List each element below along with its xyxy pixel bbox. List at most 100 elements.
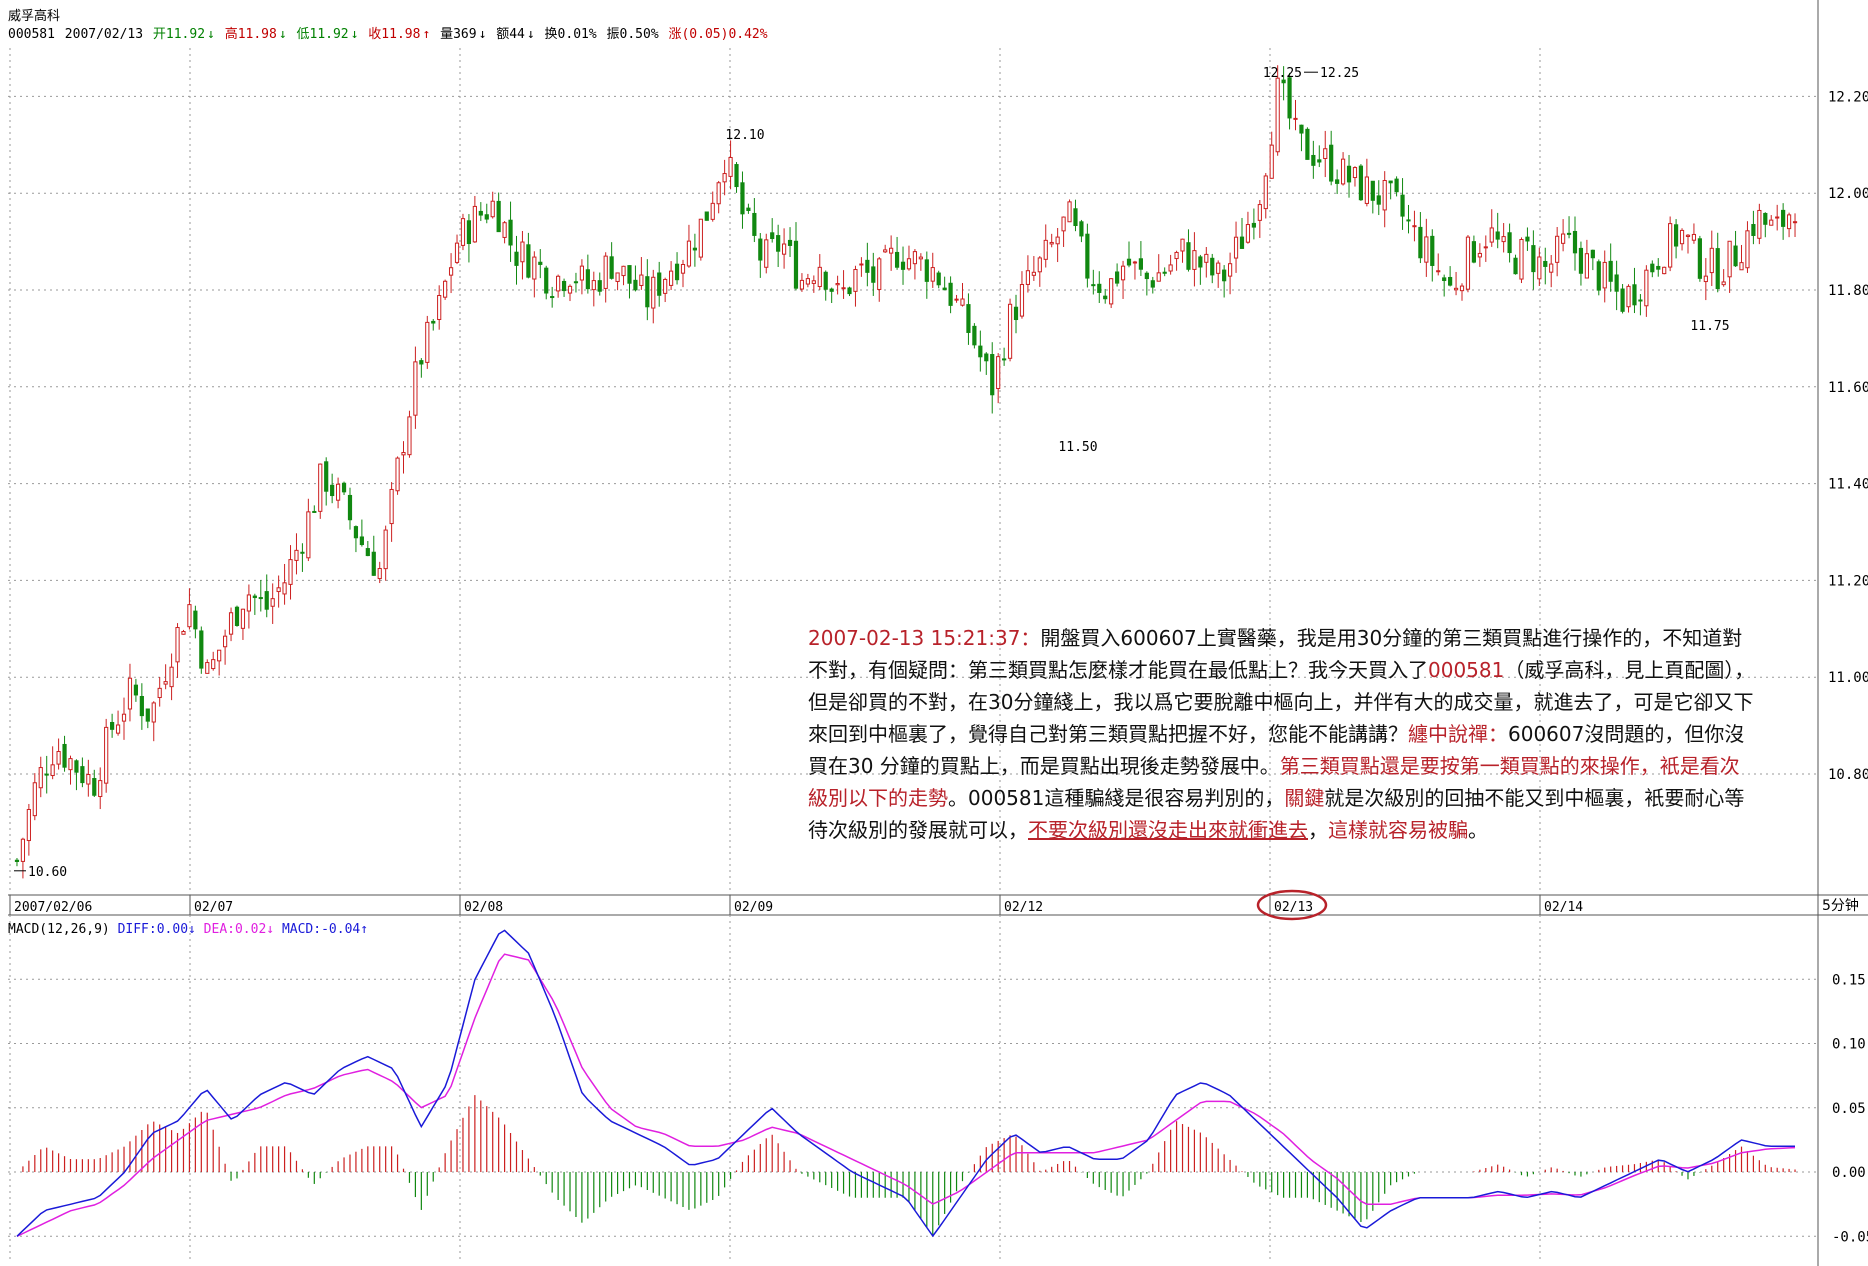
candle-body (431, 320, 436, 324)
price-tick-label: 11.40 (1828, 477, 1868, 493)
candle-body (258, 597, 263, 600)
candle-body (627, 265, 632, 284)
candle-body (472, 205, 477, 243)
candle-body (234, 606, 240, 626)
candle-body (1394, 178, 1399, 193)
candle-body (407, 416, 412, 456)
candle-body (1412, 225, 1417, 228)
candle-body (603, 255, 608, 289)
date-label: 02/14 (1544, 900, 1583, 915)
candle-body (841, 287, 846, 290)
candle-body (793, 240, 799, 289)
candle-body (377, 568, 382, 580)
candle-body (1103, 295, 1108, 300)
candle-body (1055, 236, 1060, 245)
candle-body (1489, 227, 1494, 243)
candle-body (859, 263, 864, 266)
candle-body (669, 270, 674, 286)
candle-body (199, 630, 204, 669)
candle-body (335, 483, 341, 501)
candle-body (32, 782, 37, 817)
candle-body (1561, 233, 1566, 244)
note-question-rest: （威孚高科，見上頁配圖），但是卻買的不對，在30分鐘綫上，我以爲它要脫離中樞向上… (808, 658, 1755, 746)
note-author: 纏中說禪： (1408, 722, 1508, 746)
candle-body (877, 258, 882, 290)
note-period: 。 (1468, 818, 1488, 842)
candle-body (978, 345, 983, 358)
candle-body (1311, 154, 1316, 166)
candle-body (1691, 233, 1697, 241)
price-tick-label: 11.60 (1828, 380, 1868, 396)
period-label: 5分钟 (1822, 897, 1859, 914)
candle-body (1317, 159, 1322, 163)
candle-body (609, 256, 614, 279)
candle-body (264, 591, 269, 610)
candle-body (1578, 247, 1584, 274)
candle-body (1703, 275, 1708, 283)
candle-body (1245, 224, 1251, 243)
legend-diff: DIFF:0.00↓ (118, 922, 204, 937)
candle-body (746, 207, 751, 211)
candle-body (1025, 270, 1031, 285)
candle-body (1043, 239, 1048, 260)
candle-body (960, 298, 965, 306)
candle-body (228, 612, 234, 635)
candle-body (294, 549, 299, 561)
candle-body (80, 766, 85, 784)
candle-body (900, 261, 906, 270)
candle-body (145, 708, 150, 722)
candle-body (1590, 249, 1595, 259)
candle-body (805, 278, 810, 285)
candle-body (193, 610, 198, 630)
candle-body (663, 278, 668, 294)
candle-body (1471, 241, 1477, 263)
candle-body (1002, 358, 1007, 361)
candle-body (1668, 223, 1673, 268)
candle-body (734, 164, 739, 188)
candle-body (1204, 253, 1209, 263)
candle-body (38, 767, 43, 789)
candle-body (1656, 265, 1661, 270)
close-value: 收11.98 (368, 27, 421, 42)
candle-body (1329, 144, 1334, 182)
candle-body (240, 608, 246, 629)
note-answer: 600607沒問題的，但你沒買在30 分鐘的買點上，而是買點出現後走勢發展中。 (808, 722, 1745, 778)
candle-body (288, 559, 293, 585)
candle-body (883, 249, 888, 253)
candle-body (115, 724, 121, 734)
candle-body (1174, 251, 1179, 260)
candle-body (710, 202, 715, 220)
candle-body (330, 484, 335, 497)
candle-body (829, 288, 834, 292)
candle-body (1638, 299, 1643, 302)
candle-body (674, 263, 680, 281)
candle-body (1376, 195, 1381, 205)
candle-body (217, 649, 222, 662)
candle-body (68, 758, 73, 771)
candle-body (930, 267, 935, 282)
candle-body (686, 240, 692, 267)
date-label: 02/12 (1004, 900, 1043, 915)
candle-body (1477, 252, 1482, 258)
candle-body (437, 295, 442, 320)
candle-body (1733, 245, 1738, 267)
candle-body (359, 536, 364, 546)
candle-body (1775, 216, 1780, 219)
candle-body (139, 695, 144, 717)
candle-body (1132, 261, 1138, 264)
note-highlight: 第三類買點還是要按第一類買點的來操作，衹是看次級別以下的走勢 (808, 754, 1740, 810)
candle-body (1079, 221, 1084, 237)
candle-body (556, 275, 561, 292)
high-value: 高11.98 (224, 27, 277, 42)
candle-body (585, 269, 590, 290)
candle-body (1085, 233, 1090, 279)
candle-body (984, 353, 989, 362)
candle-body (787, 239, 793, 246)
candle-body (996, 356, 1001, 390)
note-conclusion: 這樣就容易被騙 (1328, 818, 1468, 842)
candle-body (502, 222, 507, 238)
candle-body (597, 280, 602, 292)
candle-body (680, 264, 686, 274)
candle-body (1632, 284, 1637, 306)
candle-body (312, 510, 317, 513)
